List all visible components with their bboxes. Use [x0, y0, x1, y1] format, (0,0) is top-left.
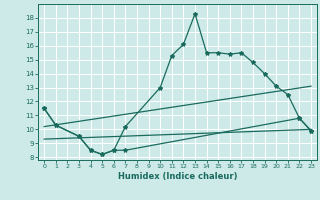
- X-axis label: Humidex (Indice chaleur): Humidex (Indice chaleur): [118, 172, 237, 181]
